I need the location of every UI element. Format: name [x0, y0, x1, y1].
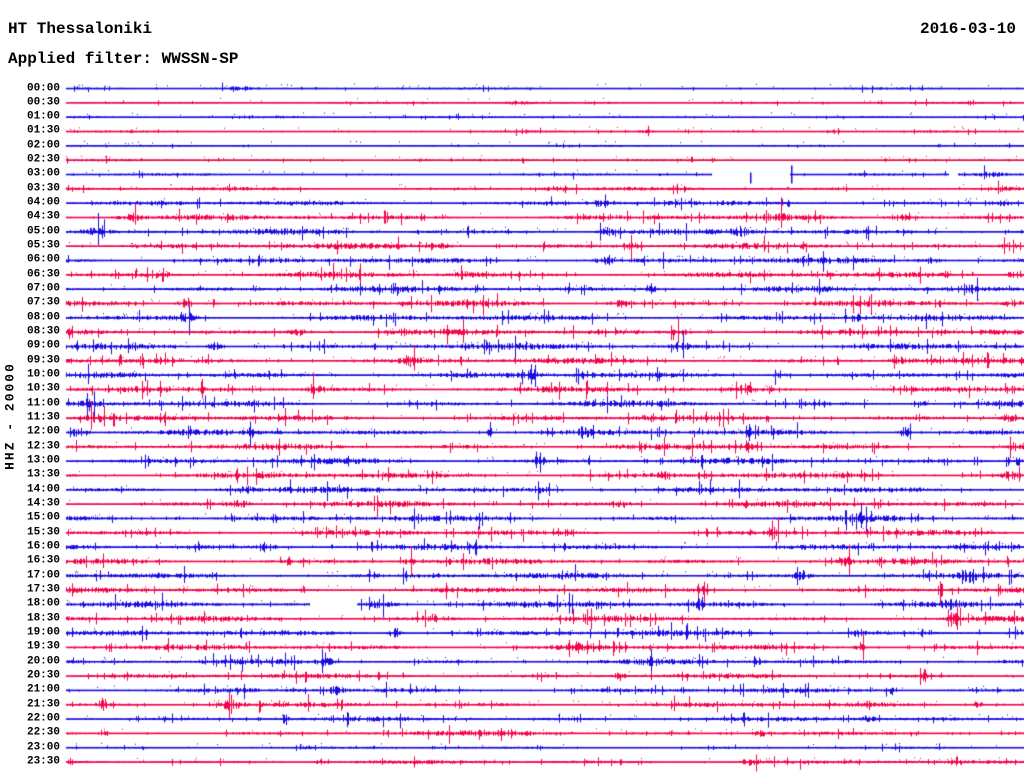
seismogram-traces-canvas [0, 0, 1024, 780]
helicorder-page: HT Thessaloniki 2016-03-10 Applied filte… [0, 0, 1024, 780]
